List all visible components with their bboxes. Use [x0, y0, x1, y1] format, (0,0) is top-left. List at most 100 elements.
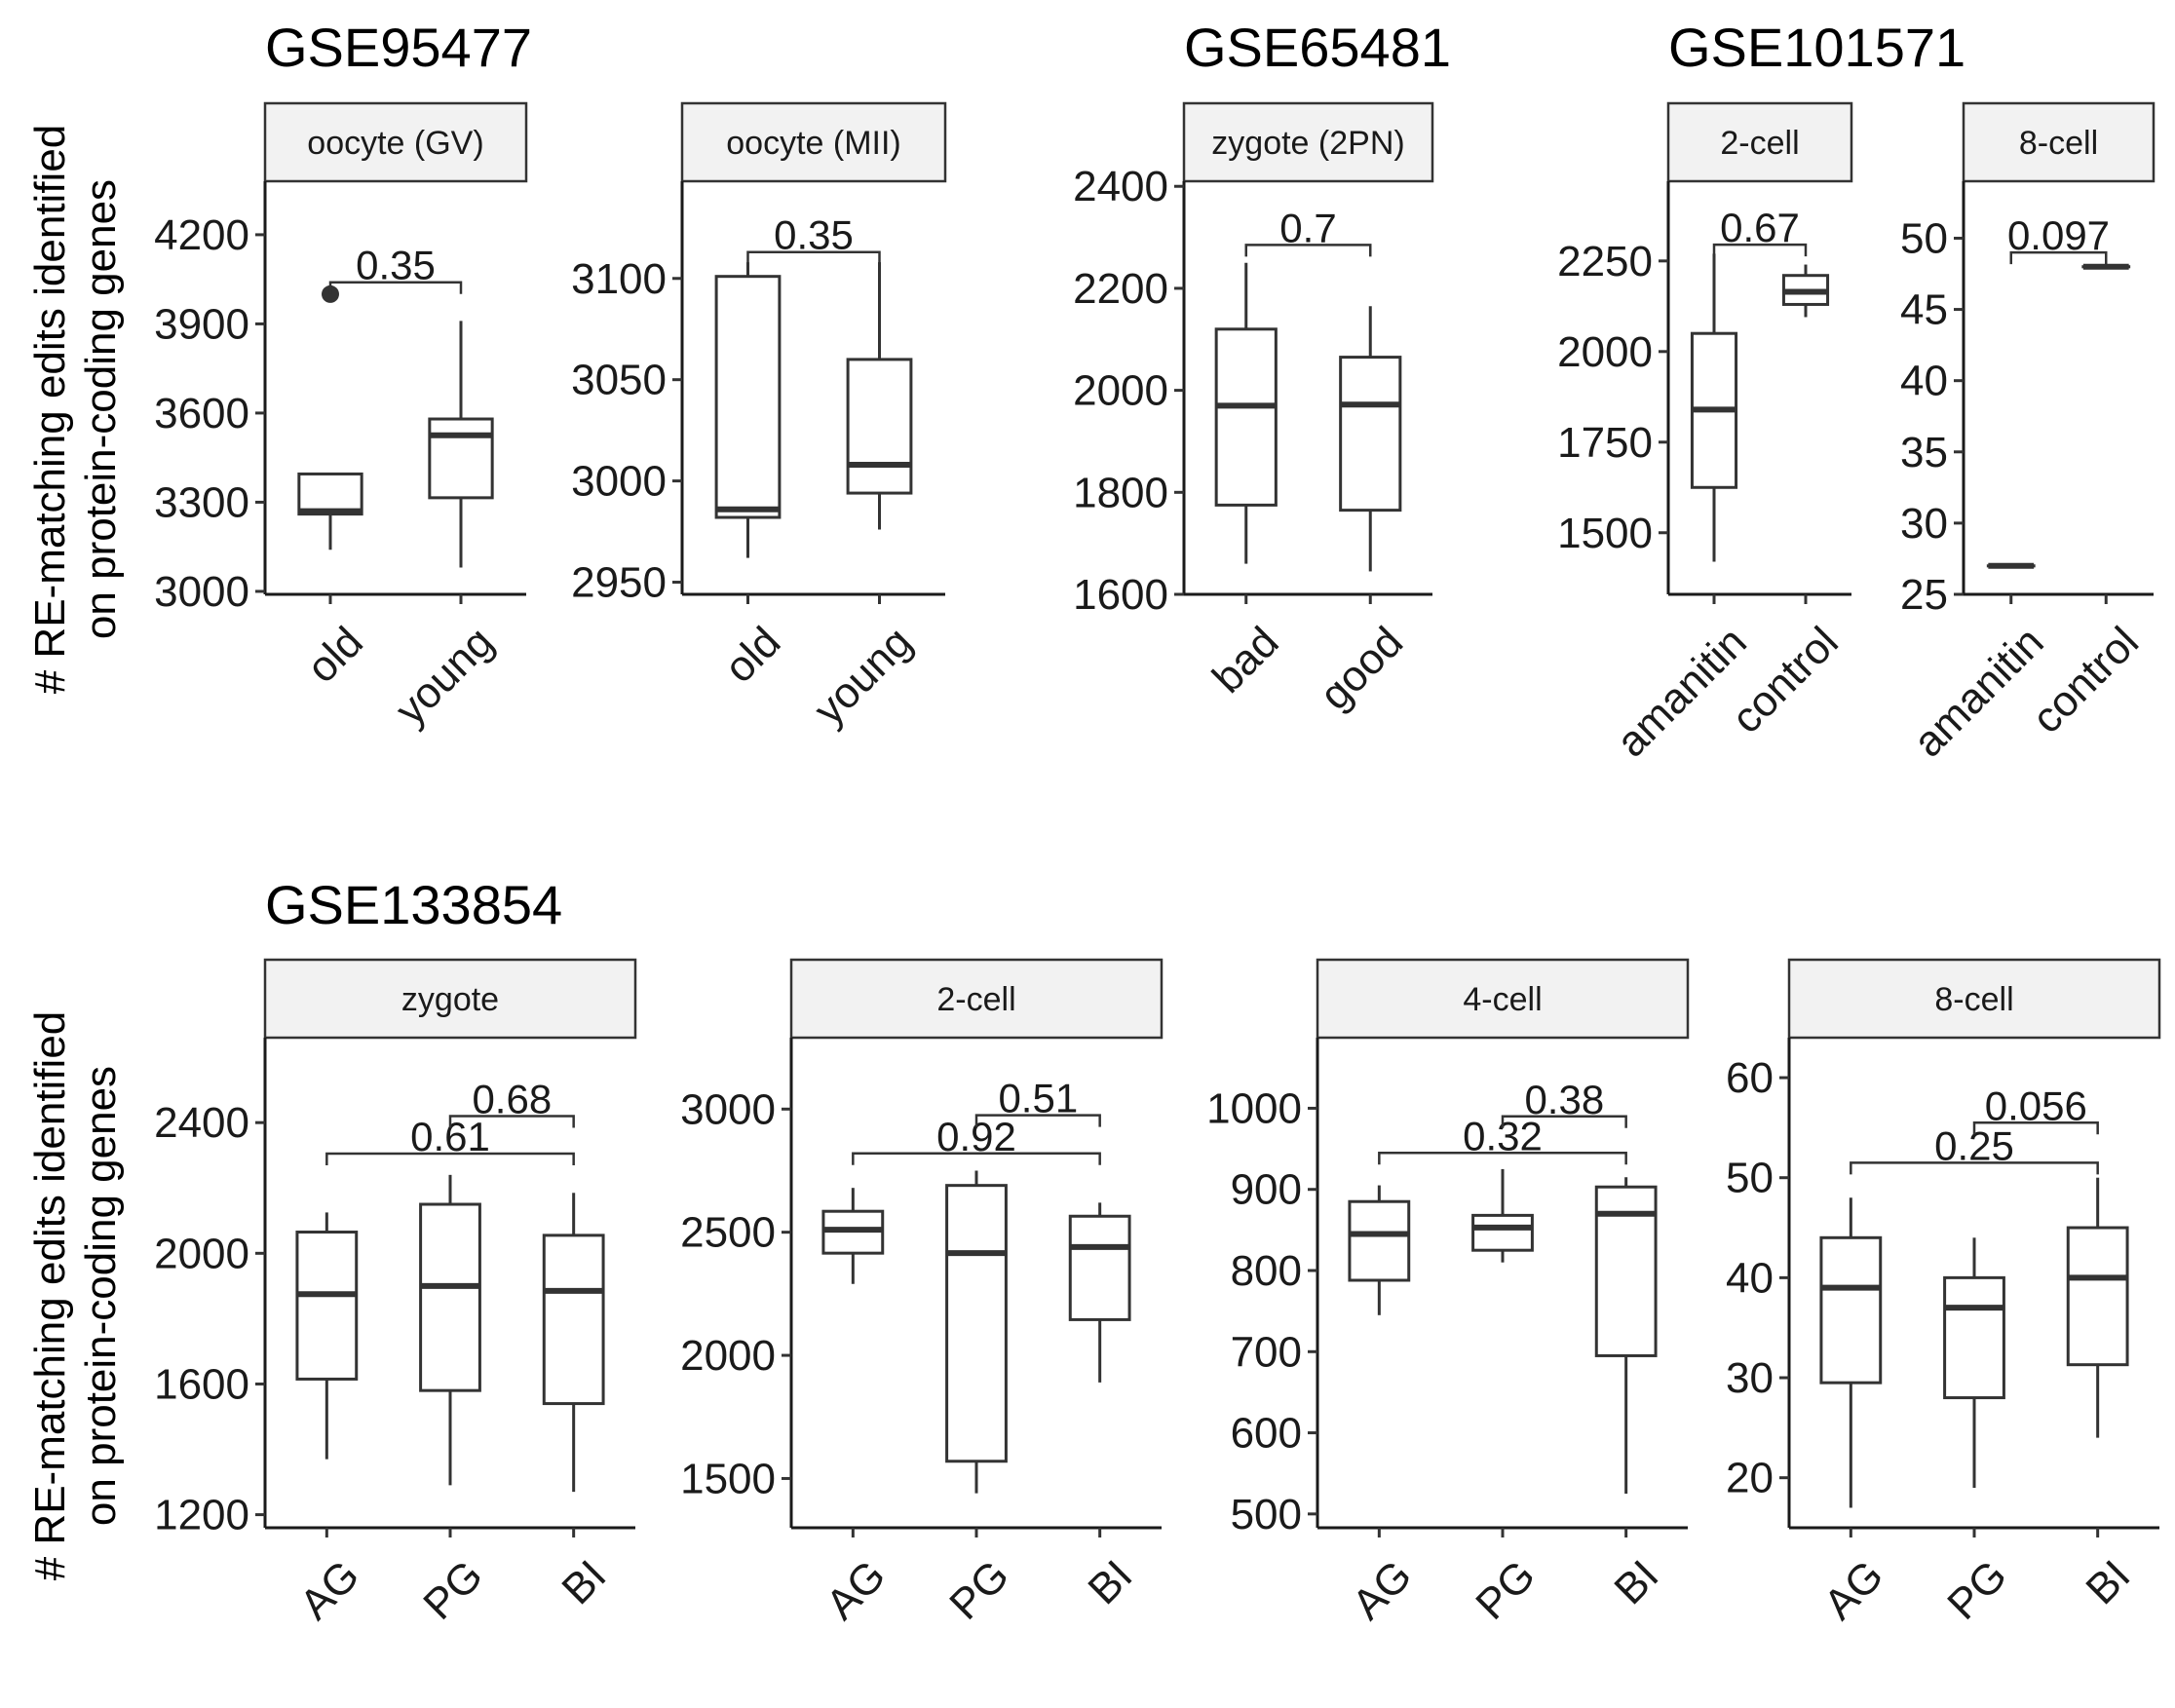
y-axis-label-line2: on protein-coding genes — [77, 179, 125, 639]
y-tick-label: 2000 — [1557, 328, 1653, 376]
boxplot-box — [1348, 1185, 1411, 1315]
boxplot-box — [1214, 262, 1278, 564]
y-tick-label: 1500 — [680, 1455, 776, 1502]
facet-strip-box — [1182, 101, 1434, 183]
boxplot-box — [297, 285, 363, 550]
facet-strip-label: zygote (2PN) — [1211, 125, 1404, 162]
y-tick-label: 1800 — [1073, 469, 1168, 516]
y-axis-label-line2: on protein-coding genes — [77, 1066, 125, 1526]
facet-strip-box — [1316, 958, 1690, 1040]
boxplot-box — [542, 1193, 605, 1493]
y-tick-label: 600 — [1231, 1410, 1302, 1458]
y-tick-label: 2200 — [1073, 265, 1168, 313]
facet-strip-label: 2-cell — [1720, 125, 1799, 162]
box-iqr — [295, 1231, 359, 1381]
y-tick-label: 30 — [1900, 500, 1948, 548]
facet-strip: 2-cell — [789, 958, 1164, 1040]
box-iqr — [1471, 1213, 1534, 1252]
y-tick-label: 2950 — [571, 559, 667, 607]
bracket-line — [1712, 243, 1808, 257]
facet-strip-box — [789, 958, 1164, 1040]
bracket-line — [1244, 244, 1372, 257]
bracket-line — [746, 250, 881, 264]
p-value-label: 0.056 — [1985, 1082, 2087, 1128]
y-tick-label: 25 — [1900, 571, 1948, 619]
facet-strip-box — [1666, 101, 1853, 183]
facet-strip-label: 8-cell — [2019, 125, 2098, 162]
box-iqr — [428, 417, 494, 500]
p-value-label: 0.7 — [1279, 205, 1336, 250]
boxplot-box — [1781, 264, 1830, 318]
y-tick-label: 2400 — [1073, 163, 1168, 210]
y-axis-label-line1: # RE-matching edits identified — [26, 125, 74, 695]
panel-title: GSE133854 — [265, 874, 562, 935]
facet-strip-label: zygote — [401, 981, 499, 1018]
facet-strip: zygote (2PN) — [1182, 101, 1434, 183]
boxplot-box — [1339, 306, 1402, 572]
y-tick-label: 2000 — [154, 1230, 249, 1277]
panel-title: GSE65481 — [1184, 17, 1451, 78]
comparison-bracket: 0.68 — [448, 1076, 575, 1128]
boxplot-box — [295, 1212, 359, 1460]
boxplot-box — [945, 1170, 1008, 1494]
boxplot-box — [846, 262, 913, 530]
y-tick-label: 3000 — [680, 1085, 776, 1133]
y-tick-label: 3600 — [154, 390, 249, 437]
panel-title: GSE95477 — [265, 17, 532, 78]
facet-strip-box — [263, 101, 528, 183]
p-value-label: 0.38 — [1524, 1077, 1604, 1122]
bracket-line — [1378, 1152, 1627, 1165]
y-tick-label: 900 — [1231, 1166, 1302, 1214]
y-tick-label: 40 — [1726, 1254, 1774, 1302]
y-tick-label: 3100 — [571, 255, 667, 303]
box-iqr — [714, 275, 782, 519]
y-tick-label: 50 — [1726, 1155, 1774, 1202]
box-iqr — [1339, 356, 1402, 512]
facet-strip: 8-cell — [1787, 958, 2161, 1040]
facet-strip-label: 2-cell — [936, 981, 1015, 1018]
comparison-bracket: 0.67 — [1712, 205, 1808, 257]
comparison-bracket: 0.35 — [746, 212, 881, 264]
boxplot-box — [2066, 1177, 2129, 1438]
facet-strip: 2-cell — [1666, 101, 1853, 183]
y-tick-label: 500 — [1231, 1491, 1302, 1538]
y-tick-label: 1500 — [1557, 510, 1653, 557]
y-tick-label: 1200 — [154, 1492, 249, 1539]
y-tick-label: 45 — [1900, 286, 1948, 334]
boxplot-box — [714, 262, 782, 558]
y-tick-label: 800 — [1231, 1247, 1302, 1295]
boxplot-box — [419, 1174, 481, 1486]
y-tick-label: 3050 — [571, 357, 667, 404]
comparison-bracket: 0.7 — [1244, 205, 1372, 257]
y-tick-label: 3900 — [154, 300, 249, 348]
boxplot-box — [1819, 1197, 1883, 1508]
bracket-line — [328, 281, 463, 294]
boxplot-box — [1471, 1168, 1534, 1263]
facet-strip: oocyte (GV) — [263, 101, 528, 183]
y-tick-label: 2250 — [1557, 238, 1653, 285]
boxplot-box — [821, 1188, 885, 1284]
y-tick-label: 4200 — [154, 211, 249, 259]
y-axis-label-line1: # RE-matching edits identified — [26, 1011, 74, 1581]
facet-strip-label: 4-cell — [1463, 981, 1542, 1018]
panel-title: GSE101571 — [1668, 17, 1965, 78]
y-tick-label: 30 — [1726, 1354, 1774, 1402]
p-value-label: 0.35 — [774, 212, 854, 258]
boxplot-box — [1690, 253, 1738, 562]
facet-strip-label: oocyte (GV) — [307, 125, 483, 162]
box-iqr — [945, 1184, 1008, 1463]
y-tick-label: 1000 — [1206, 1084, 1302, 1132]
y-axis-label-top: # RE-matching edits identified on protei… — [26, 125, 125, 695]
p-value-label: 0.68 — [472, 1076, 552, 1121]
box-iqr — [2066, 1226, 2129, 1367]
facet-strip: 4-cell — [1316, 958, 1690, 1040]
comparison-bracket: 0.35 — [328, 243, 463, 294]
y-tick-label: 700 — [1231, 1328, 1302, 1376]
p-value-label: 0.35 — [356, 243, 436, 288]
boxplot-box — [1943, 1237, 2005, 1488]
y-tick-label: 40 — [1900, 358, 1948, 405]
comparison-bracket: 0.51 — [974, 1076, 1101, 1127]
y-tick-label: 3000 — [571, 458, 667, 506]
comparison-bracket: 0.38 — [1501, 1077, 1627, 1128]
facet-strip-box — [680, 101, 947, 183]
